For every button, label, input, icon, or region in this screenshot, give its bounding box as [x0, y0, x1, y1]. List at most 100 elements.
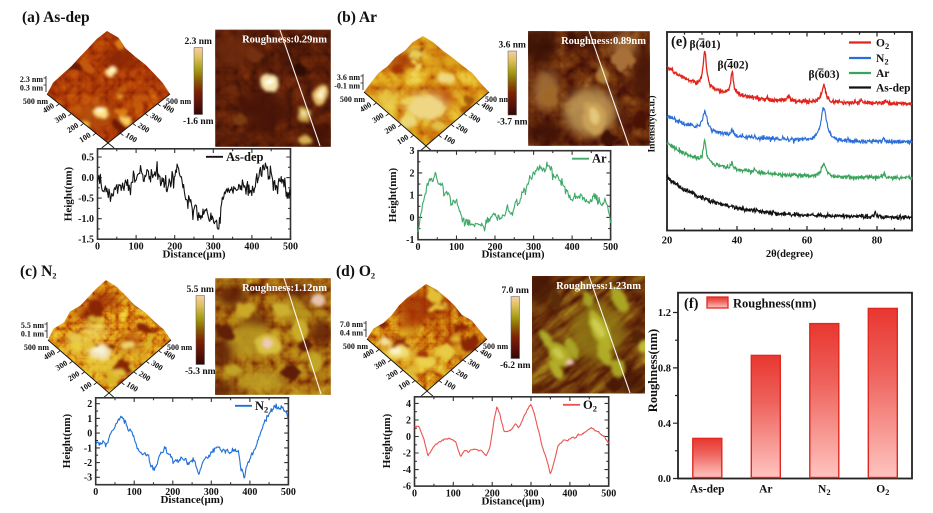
svg-text:(b) Ar: (b) Ar	[337, 9, 377, 26]
svg-text:7.0 nm: 7.0 nm	[502, 286, 530, 296]
svg-text:0: 0	[406, 432, 411, 443]
svg-text:O2: O2	[876, 38, 889, 52]
svg-text:2: 2	[410, 168, 415, 179]
svg-text:500 nm: 500 nm	[343, 342, 368, 351]
svg-text:Roughness:0.89nm: Roughness:0.89nm	[561, 36, 646, 47]
svg-text:Distance(μm): Distance(μm)	[162, 249, 225, 261]
svg-text:(c) N2: (c) N2	[20, 263, 57, 281]
svg-text:200: 200	[167, 242, 182, 253]
svg-text:Ar: Ar	[759, 484, 772, 496]
svg-text:β(603): β(603)	[809, 69, 840, 81]
svg-text:1: 1	[87, 414, 92, 425]
svg-text:(e): (e)	[671, 34, 687, 50]
svg-text:5.5 nm: 5.5 nm	[187, 285, 215, 295]
svg-text:O2: O2	[876, 484, 889, 498]
svg-text:300: 300	[206, 242, 221, 253]
svg-text:500 nm: 500 nm	[23, 97, 48, 106]
svg-text:Distance(μm): Distance(μm)	[160, 494, 223, 506]
svg-text:0.0: 0.0	[658, 474, 671, 485]
svg-text:60: 60	[802, 236, 813, 247]
svg-text:-0.1 nm: -0.1 nm	[334, 82, 360, 91]
svg-text:(a) As-dep: (a) As-dep	[22, 9, 90, 26]
svg-text:Height(nm): Height(nm)	[387, 167, 399, 222]
svg-text:0.1 nm: 0.1 nm	[21, 330, 44, 339]
svg-text:2: 2	[87, 399, 92, 410]
svg-text:3.6 nm: 3.6 nm	[337, 73, 360, 82]
svg-text:0.0: 0.0	[82, 173, 95, 184]
svg-text:Height(nm): Height(nm)	[63, 166, 75, 221]
svg-text:20: 20	[662, 236, 673, 247]
svg-text:4: 4	[406, 399, 411, 410]
svg-text:2θ(degree): 2θ(degree)	[766, 249, 814, 260]
svg-text:300: 300	[524, 489, 539, 500]
svg-text:-0.5: -0.5	[78, 194, 94, 205]
svg-text:500 nm: 500 nm	[483, 342, 508, 351]
svg-text:500 nm: 500 nm	[24, 343, 49, 352]
svg-text:500: 500	[603, 242, 618, 253]
svg-text:80: 80	[872, 236, 883, 247]
svg-text:Height(nm): Height(nm)	[61, 413, 73, 468]
svg-text:2.3 nm: 2.3 nm	[20, 75, 43, 84]
svg-text:200: 200	[485, 489, 500, 500]
svg-text:Roughness:1.23nm: Roughness:1.23nm	[556, 281, 641, 292]
svg-text:100: 100	[446, 489, 461, 500]
svg-text:0: 0	[410, 213, 415, 224]
svg-text:500 nm: 500 nm	[485, 95, 510, 104]
svg-text:As-dep: As-dep	[226, 150, 264, 164]
svg-text:1: 1	[410, 191, 415, 202]
svg-text:500 nm: 500 nm	[167, 343, 192, 352]
svg-text:Distance(μm): Distance(μm)	[481, 249, 544, 261]
svg-text:100: 100	[129, 242, 144, 253]
svg-text:-4: -4	[403, 465, 411, 476]
svg-text:500: 500	[281, 487, 296, 498]
svg-text:-6: -6	[403, 482, 411, 493]
svg-text:0.8: 0.8	[658, 364, 671, 375]
svg-text:3: 3	[410, 146, 415, 157]
svg-text:(f): (f)	[684, 296, 699, 312]
svg-text:0: 0	[87, 429, 92, 440]
svg-text:As-dep: As-dep	[690, 484, 725, 496]
svg-text:Roughness(nm): Roughness(nm)	[733, 297, 816, 311]
svg-text:7.0 nm: 7.0 nm	[340, 320, 363, 329]
svg-text:-1.0: -1.0	[78, 214, 94, 225]
svg-text:-1: -1	[84, 443, 92, 454]
svg-text:5.5 nm: 5.5 nm	[21, 321, 44, 330]
svg-text:200: 200	[165, 487, 180, 498]
svg-text:Roughness:1.12nm: Roughness:1.12nm	[242, 283, 327, 294]
svg-text:-3.7 nm: -3.7 nm	[497, 118, 528, 128]
svg-text:As-dep: As-dep	[876, 83, 911, 95]
svg-text:Ar: Ar	[876, 68, 889, 80]
svg-text:500: 500	[283, 242, 298, 253]
svg-text:Roughness(nm): Roughness(nm)	[646, 329, 660, 412]
svg-text:β(402): β(402)	[718, 60, 749, 72]
svg-text:2.3 nm: 2.3 nm	[185, 37, 213, 47]
svg-text:0: 0	[416, 242, 421, 253]
svg-text:-2: -2	[403, 448, 411, 459]
svg-text:0.5: 0.5	[82, 152, 95, 163]
svg-text:-6.2 nm: -6.2 nm	[500, 361, 531, 371]
svg-text:3.6 nm: 3.6 nm	[499, 41, 527, 51]
svg-text:-5.3 nm: -5.3 nm	[185, 367, 216, 377]
svg-text:-1.6 nm: -1.6 nm	[183, 117, 214, 127]
svg-text:200: 200	[488, 242, 503, 253]
svg-text:Height(μm): Height(μm)	[381, 413, 393, 468]
svg-text:0: 0	[412, 489, 417, 500]
svg-text:300: 300	[204, 487, 219, 498]
svg-text:Intensity(a.u.): Intensity(a.u.)	[647, 95, 658, 152]
svg-text:N2: N2	[818, 484, 831, 498]
svg-text:-1.5: -1.5	[78, 235, 94, 246]
svg-text:500 nm: 500 nm	[340, 95, 365, 104]
svg-text:(d) O2: (d) O2	[336, 263, 375, 281]
svg-text:-1: -1	[406, 235, 414, 246]
svg-text:0.4 nm: 0.4 nm	[340, 329, 363, 338]
svg-text:0: 0	[93, 487, 98, 498]
svg-text:0.4: 0.4	[658, 419, 672, 430]
svg-text:300: 300	[526, 242, 541, 253]
svg-text:500 nm: 500 nm	[166, 97, 191, 106]
svg-text:Distance(μm): Distance(μm)	[481, 496, 544, 508]
svg-text:Roughness:0.29nm: Roughness:0.29nm	[242, 35, 327, 46]
svg-text:400: 400	[244, 242, 259, 253]
svg-text:400: 400	[565, 242, 580, 253]
svg-text:500: 500	[601, 489, 616, 500]
svg-text:0.3 nm: 0.3 nm	[20, 84, 43, 93]
